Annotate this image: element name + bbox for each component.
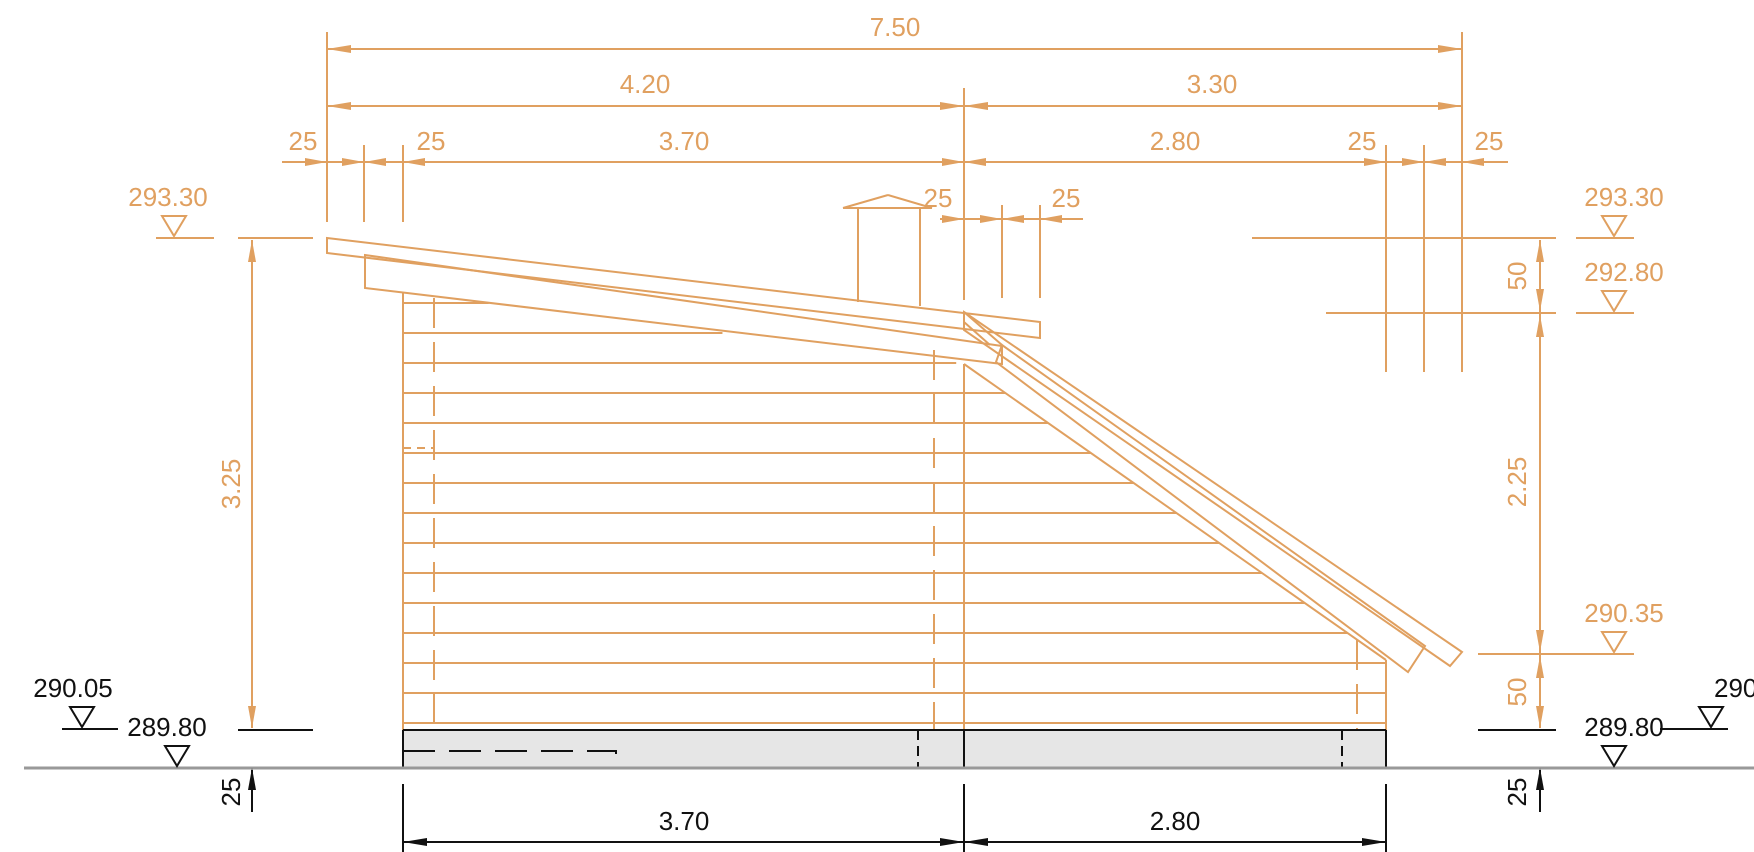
right-level-markers: 293.30 292.80 290.35 289.80 290.05 <box>1576 182 1754 768</box>
level-right-eave: 290.35 <box>1584 598 1664 628</box>
level-right-second: 292.80 <box>1584 257 1664 287</box>
dim-left-overhang-a: 25 <box>289 126 318 156</box>
dim-ridge-b: 25 <box>1052 183 1081 213</box>
dim-bottom-left: 3.70 <box>659 806 710 836</box>
chimney <box>842 194 933 306</box>
dim-right-overhang-a: 25 <box>1348 126 1377 156</box>
dim-bottom-right: 2.80 <box>1150 806 1201 836</box>
level-right-top: 293.30 <box>1584 182 1664 212</box>
wall-siding <box>403 302 1386 724</box>
left-height-dims: 3.25 25 <box>216 237 313 812</box>
dim-left-overhang-b: 25 <box>417 126 446 156</box>
right-height-dims: 50 2.25 50 25 <box>1252 237 1630 812</box>
level-right-ground-upper: 290.05 <box>1714 673 1754 703</box>
foundation <box>402 729 1387 768</box>
dim-height-right-mid: 2.25 <box>1502 457 1532 508</box>
roof <box>326 236 1464 674</box>
dim-right-overhang-b: 25 <box>1475 126 1504 156</box>
dim-left-span: 4.20 <box>620 69 671 99</box>
dim-height-right-upper: 50 <box>1502 262 1532 291</box>
top-dimension-chains: 7.50 4.20 3.30 25 25 3.70 2.80 25 25 25 <box>282 12 1508 372</box>
level-left-top: 293.30 <box>128 182 208 212</box>
level-right-ground-lower: 289.80 <box>1584 712 1664 742</box>
walls <box>402 292 1387 730</box>
dim-foundation-right: 25 <box>1502 778 1532 807</box>
dim-foundation-left: 25 <box>216 778 246 807</box>
dim-height-right-lower: 50 <box>1502 678 1532 707</box>
dim-right-span: 3.30 <box>1187 69 1238 99</box>
dim-height-total: 3.25 <box>216 459 246 510</box>
dim-left-inner: 3.70 <box>659 126 710 156</box>
dim-right-inner: 2.80 <box>1150 126 1201 156</box>
level-left-ground-lower: 289.80 <box>127 712 207 742</box>
bottom-dimensions: 3.70 2.80 <box>402 784 1387 852</box>
left-level-markers: 293.30 290.05 289.80 <box>33 182 214 768</box>
level-left-ground-upper: 290.05 <box>33 673 113 703</box>
dim-overall: 7.50 <box>870 12 921 42</box>
